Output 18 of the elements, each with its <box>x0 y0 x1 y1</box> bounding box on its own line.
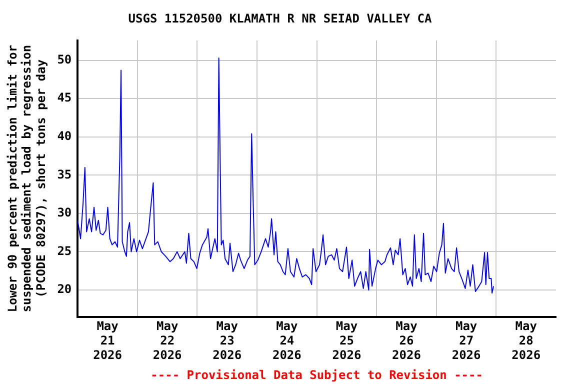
x-tick-label: May 28 2026 <box>512 319 541 362</box>
y-tick-label: 40 <box>57 128 72 143</box>
x-tick-label: May 25 2026 <box>332 319 362 362</box>
y-tick-label: 20 <box>57 282 72 296</box>
y-tick-label: 45 <box>57 90 72 105</box>
x-tick-label: May 22 2026 <box>152 319 182 362</box>
x-tick-label: May 23 2026 <box>212 319 242 362</box>
x-tick-label: May 26 2026 <box>392 319 421 362</box>
y-tick-label: 50 <box>57 52 72 66</box>
x-tick-label: May 24 2026 <box>272 319 302 362</box>
x-tick-label: May 21 2026 <box>93 319 122 362</box>
y-axis-title: Lower 90 percent prediction limit for suspended sediment load by regression (PCODE 80297), short tons per day <box>5 44 48 312</box>
x-tick-label: May 27 2026 <box>452 319 481 362</box>
y-tick-label: 30 <box>57 206 72 220</box>
text: ---- Provisional Data Subject to Revision ---- <box>150 368 483 382</box>
y-tick-label: 35 <box>57 167 72 182</box>
chart-title: USGS 11520500 KLAMATH R NR SEIAD VALLEY CA <box>128 11 432 26</box>
y-tick-label: 25 <box>57 244 72 258</box>
